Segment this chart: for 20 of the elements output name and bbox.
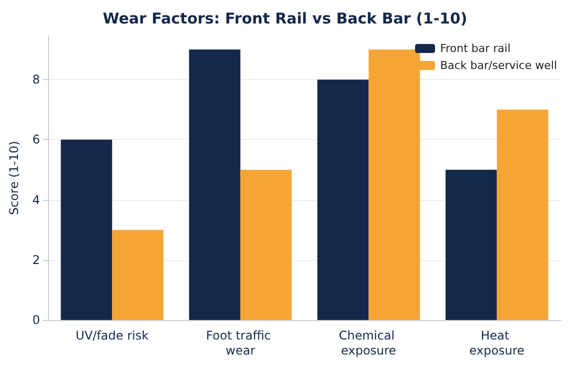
bar	[496, 110, 548, 320]
y-tick-label: 0	[32, 313, 40, 327]
legend-label: Front bar rail	[440, 42, 511, 55]
bar	[189, 50, 240, 320]
y-tick-label: 8	[32, 72, 40, 87]
bar	[112, 230, 164, 320]
bar	[60, 140, 112, 320]
x-tick-label: Heat exposure	[469, 328, 524, 358]
bar	[240, 170, 292, 320]
legend-label: Back bar/service well	[440, 59, 558, 72]
x-tick-label: UV/fade risk	[76, 328, 149, 342]
x-tick-label: Foot traffic wear	[206, 328, 275, 358]
x-tick-label: Chemical exposure	[338, 328, 398, 358]
chart-title: Wear Factors: Front Rail vs Back Bar (1-10)	[102, 10, 468, 28]
y-axis-title: Score (1-10)	[7, 140, 21, 216]
y-tick-label: 4	[32, 192, 40, 207]
y-tick-label: 6	[32, 132, 40, 147]
y-tick-label: 2	[32, 252, 40, 267]
bar	[317, 80, 369, 320]
bar	[446, 170, 497, 320]
